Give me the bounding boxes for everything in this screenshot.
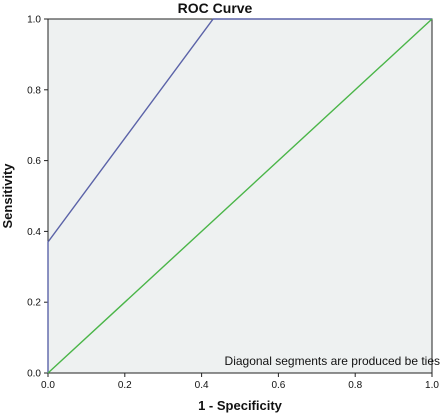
reference-line: [47, 18, 433, 374]
x-axis: 0.0 0.2 0.4 0.6 0.8 1.0: [41, 373, 439, 391]
roc-curve-line: [47, 18, 432, 373]
y-tick-label: 0.4: [27, 227, 41, 238]
y-axis-label: Sensitivity: [0, 163, 15, 229]
chart-note: Diagonal segments are produced be ties: [225, 354, 440, 368]
y-axis: 0.0 0.2 0.4 0.6 0.8 1.0: [27, 15, 48, 380]
x-tick-label: 0.4: [195, 380, 209, 391]
x-tick-label: 0.6: [271, 380, 285, 391]
x-tick-label: 0.8: [348, 380, 362, 391]
y-tick-label: 0.2: [27, 298, 41, 309]
y-tick-label: 1.0: [27, 15, 41, 26]
y-tick-label: 0.8: [27, 85, 41, 96]
x-tick-label: 1.0: [425, 380, 439, 391]
x-tick-label: 0.2: [118, 380, 132, 391]
x-tick-label: 0.0: [41, 380, 55, 391]
x-axis-label: 1 - Specificity: [198, 398, 283, 413]
chart-title: ROC Curve: [178, 0, 253, 16]
y-tick-label: 0.0: [27, 369, 41, 380]
series-layer: [47, 18, 433, 374]
y-tick-label: 0.6: [27, 156, 41, 167]
